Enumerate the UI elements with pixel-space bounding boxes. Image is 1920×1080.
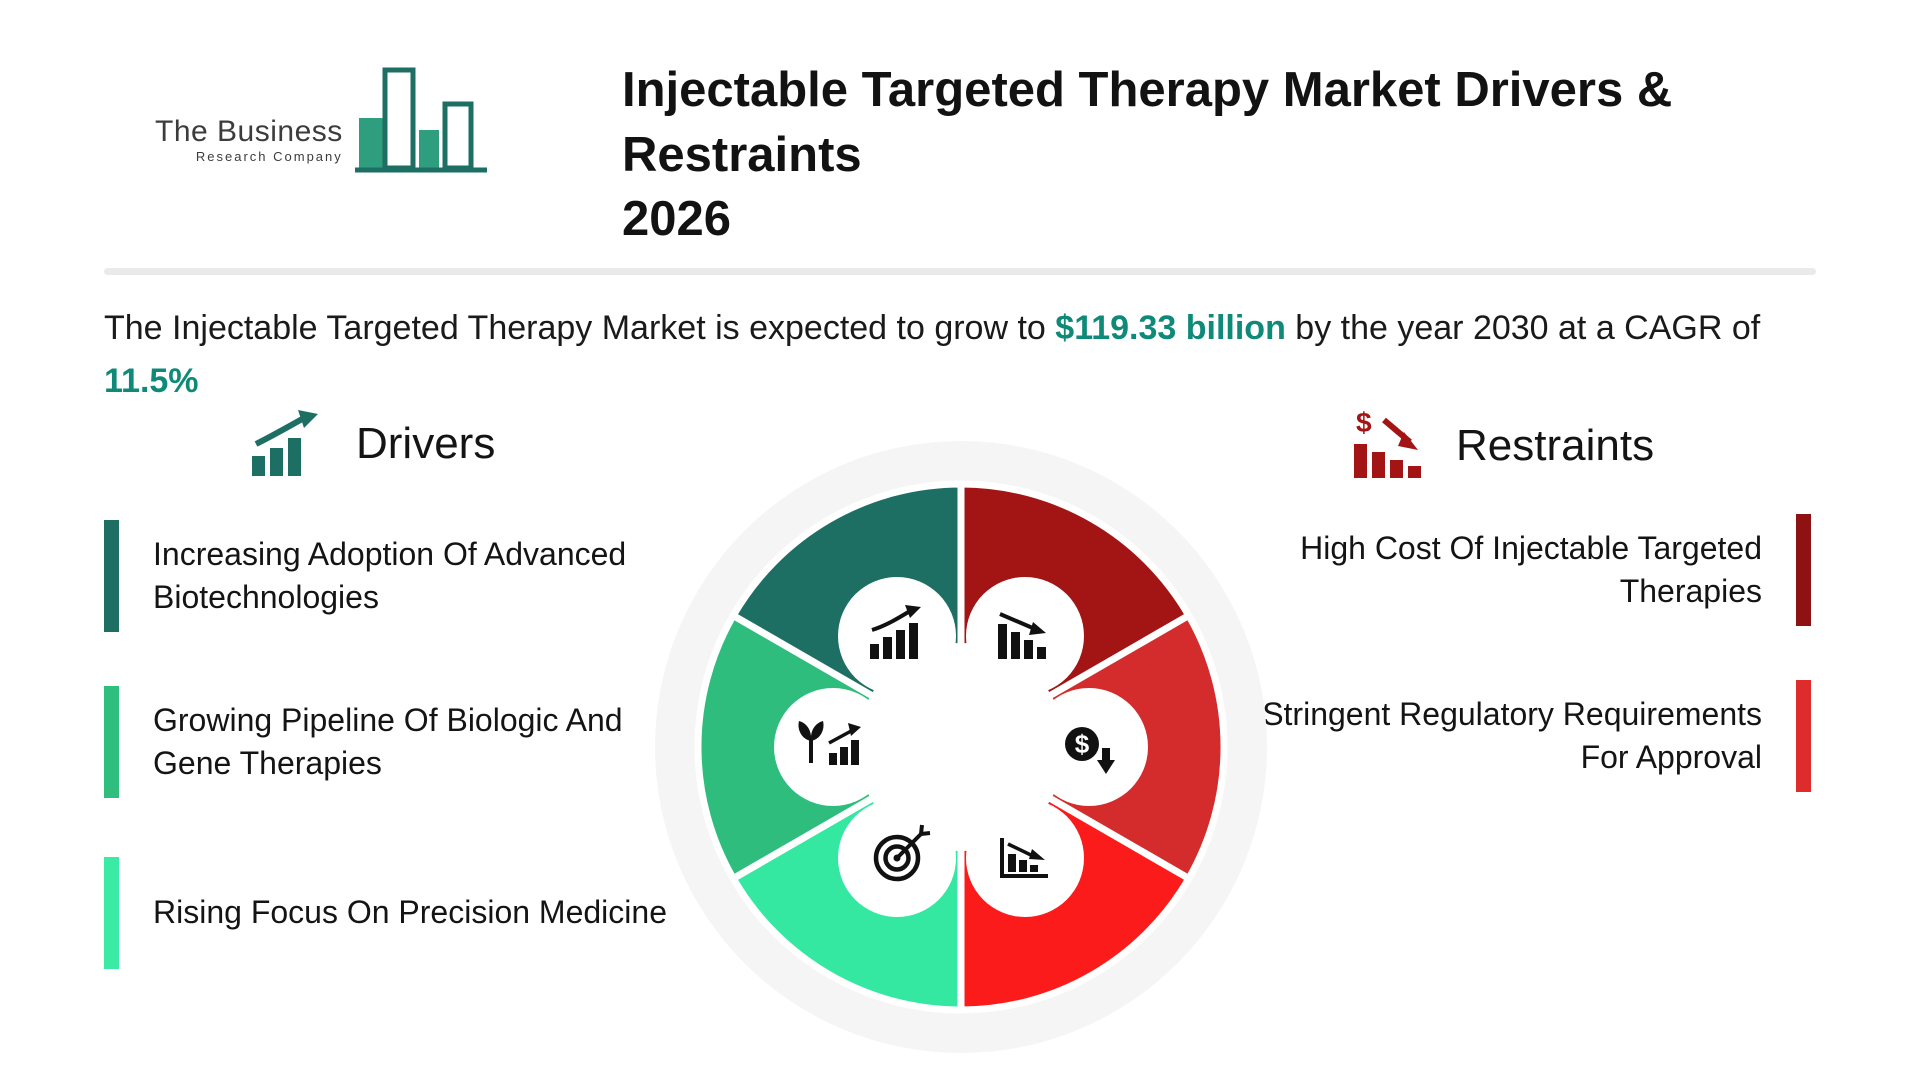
driver-item: Growing Pipeline Of Biologic And Gene Th… [104,686,643,798]
driver-bar [104,520,119,632]
restraint-item: Stringent Regulatory Requirements For Ap… [1242,680,1811,792]
growth-chart-icon [838,577,956,695]
svg-text:$: $ [1075,729,1090,759]
drivers-heading-label: Drivers [356,419,496,468]
restraint-bar [1796,514,1811,626]
restraint-bar [1796,680,1811,792]
declining-chart-icon [966,799,1084,917]
logo-bar-chart-icon [354,67,487,173]
title-line2: 2026 [622,192,732,247]
market-value-highlight: $119.33 billion [1055,309,1286,347]
driver-label: Increasing Adoption Of Advanced Biotechn… [153,535,627,615]
company-logo-text: The Business Research Company [155,115,343,180]
market-wheel-diagram: $ [631,417,1291,1077]
restraint-item: High Cost Of Injectable Targeted Therapi… [1242,514,1811,626]
declining-bars-icon [966,577,1084,695]
driver-label: Growing Pipeline Of Biologic And Gene Th… [153,701,623,781]
restraints-heading: $ Restraints [1348,408,1654,484]
cagr-highlight: 11.5% [104,361,199,400]
driver-label: Rising Focus On Precision Medicine [153,894,667,931]
page-title: Injectable Targeted Therapy Market Drive… [622,58,1902,252]
logo-line1: The Business [155,115,343,148]
company-logo: The Business Research Company [155,60,491,180]
target-icon [838,799,956,917]
logo-line2: Research Company [195,149,343,164]
driver-bar [104,857,119,969]
intro-text: The Injectable Targeted Therapy Market i… [104,302,1764,407]
driver-bar [104,686,119,798]
divider [104,268,1816,275]
restraint-label: Stringent Regulatory Requirements For Ap… [1262,695,1762,775]
driver-item: Rising Focus On Precision Medicine [104,857,753,969]
drivers-heading: Drivers [248,408,495,480]
svg-text:$: $ [1356,408,1372,438]
drivers-growth-icon [252,410,318,476]
intro-part1: The Injectable Targeted Therapy Market i… [104,309,1056,347]
intro-part2: by the year 2030 at a CAGR of [1285,309,1761,347]
restraint-label: High Cost Of Injectable Targeted Therapi… [1300,529,1762,609]
restraints-heading-label: Restraints [1456,421,1655,470]
wheel-center [857,643,1065,851]
plant-growth-icon [774,688,892,806]
wheel-svg: $ [655,441,1267,1053]
title-line1: Injectable Targeted Therapy Market Drive… [622,63,1673,182]
dollar-decrease-icon: $ [1030,688,1148,806]
restraints-decline-icon: $ [1354,408,1421,478]
driver-item: Increasing Adoption Of Advanced Biotechn… [104,520,643,632]
